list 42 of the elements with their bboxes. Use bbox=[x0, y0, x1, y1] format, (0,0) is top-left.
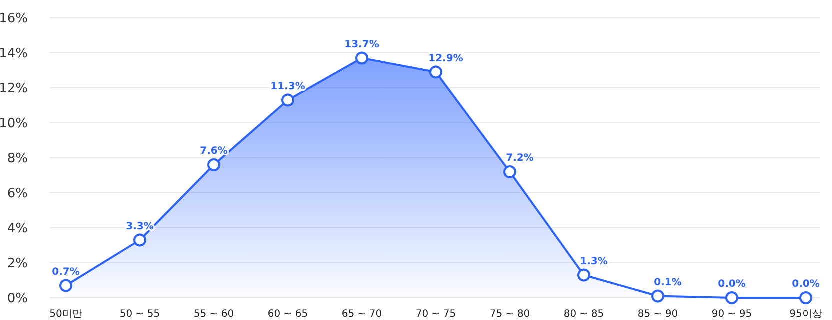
y-tick-label: 14% bbox=[0, 46, 28, 62]
y-tick-label: 8% bbox=[7, 152, 28, 167]
data-label: 12.9% bbox=[428, 53, 464, 64]
data-label: 7.2% bbox=[506, 153, 534, 164]
y-tick-label: 6% bbox=[7, 186, 28, 202]
point bbox=[726, 292, 738, 304]
y-tick-label: 2% bbox=[7, 256, 28, 272]
x-tick-label: 60 ~ 65 bbox=[268, 309, 308, 320]
y-tick-label: 10% bbox=[0, 116, 28, 132]
x-tick-label: 75 ~ 80 bbox=[490, 309, 530, 320]
x-tick-label: 50 ~ 55 bbox=[120, 309, 160, 320]
x-tick-label: 65 ~ 70 bbox=[342, 309, 382, 320]
point bbox=[504, 166, 516, 178]
data-label: 7.6% bbox=[200, 146, 228, 157]
point bbox=[430, 66, 442, 79]
y-tick-label: 12% bbox=[0, 82, 28, 97]
data-label: 0.7% bbox=[52, 266, 80, 278]
x-tick-label: 95이상 bbox=[790, 309, 822, 320]
data-label: 13.7% bbox=[344, 39, 380, 50]
point bbox=[356, 52, 368, 65]
x-tick-label: 85 ~ 90 bbox=[638, 309, 678, 320]
data-label: 0.1% bbox=[654, 277, 682, 288]
point bbox=[60, 279, 72, 292]
data-label: 0.0% bbox=[792, 279, 820, 290]
x-tick-label: 70 ~ 75 bbox=[416, 309, 456, 320]
data-label: 11.3% bbox=[270, 81, 306, 92]
y-tick-label: 16% bbox=[0, 12, 28, 27]
x-tick-label: 55 ~ 60 bbox=[194, 309, 234, 320]
y-tick-label: 4% bbox=[7, 222, 28, 237]
point bbox=[134, 234, 146, 247]
data-label: 1.3% bbox=[580, 256, 608, 268]
x-tick-label: 50미만 bbox=[50, 309, 82, 320]
point bbox=[652, 290, 664, 303]
x-tick-label: 90 ~ 95 bbox=[712, 309, 752, 320]
point bbox=[208, 158, 220, 172]
data-label: 0.0% bbox=[718, 279, 746, 290]
data-label: 3.3% bbox=[126, 221, 154, 232]
x-tick-label: 80 ~ 85 bbox=[564, 309, 604, 320]
point bbox=[578, 268, 590, 282]
y-tick-label: 0% bbox=[7, 292, 28, 307]
point bbox=[800, 292, 812, 304]
point bbox=[282, 94, 294, 107]
